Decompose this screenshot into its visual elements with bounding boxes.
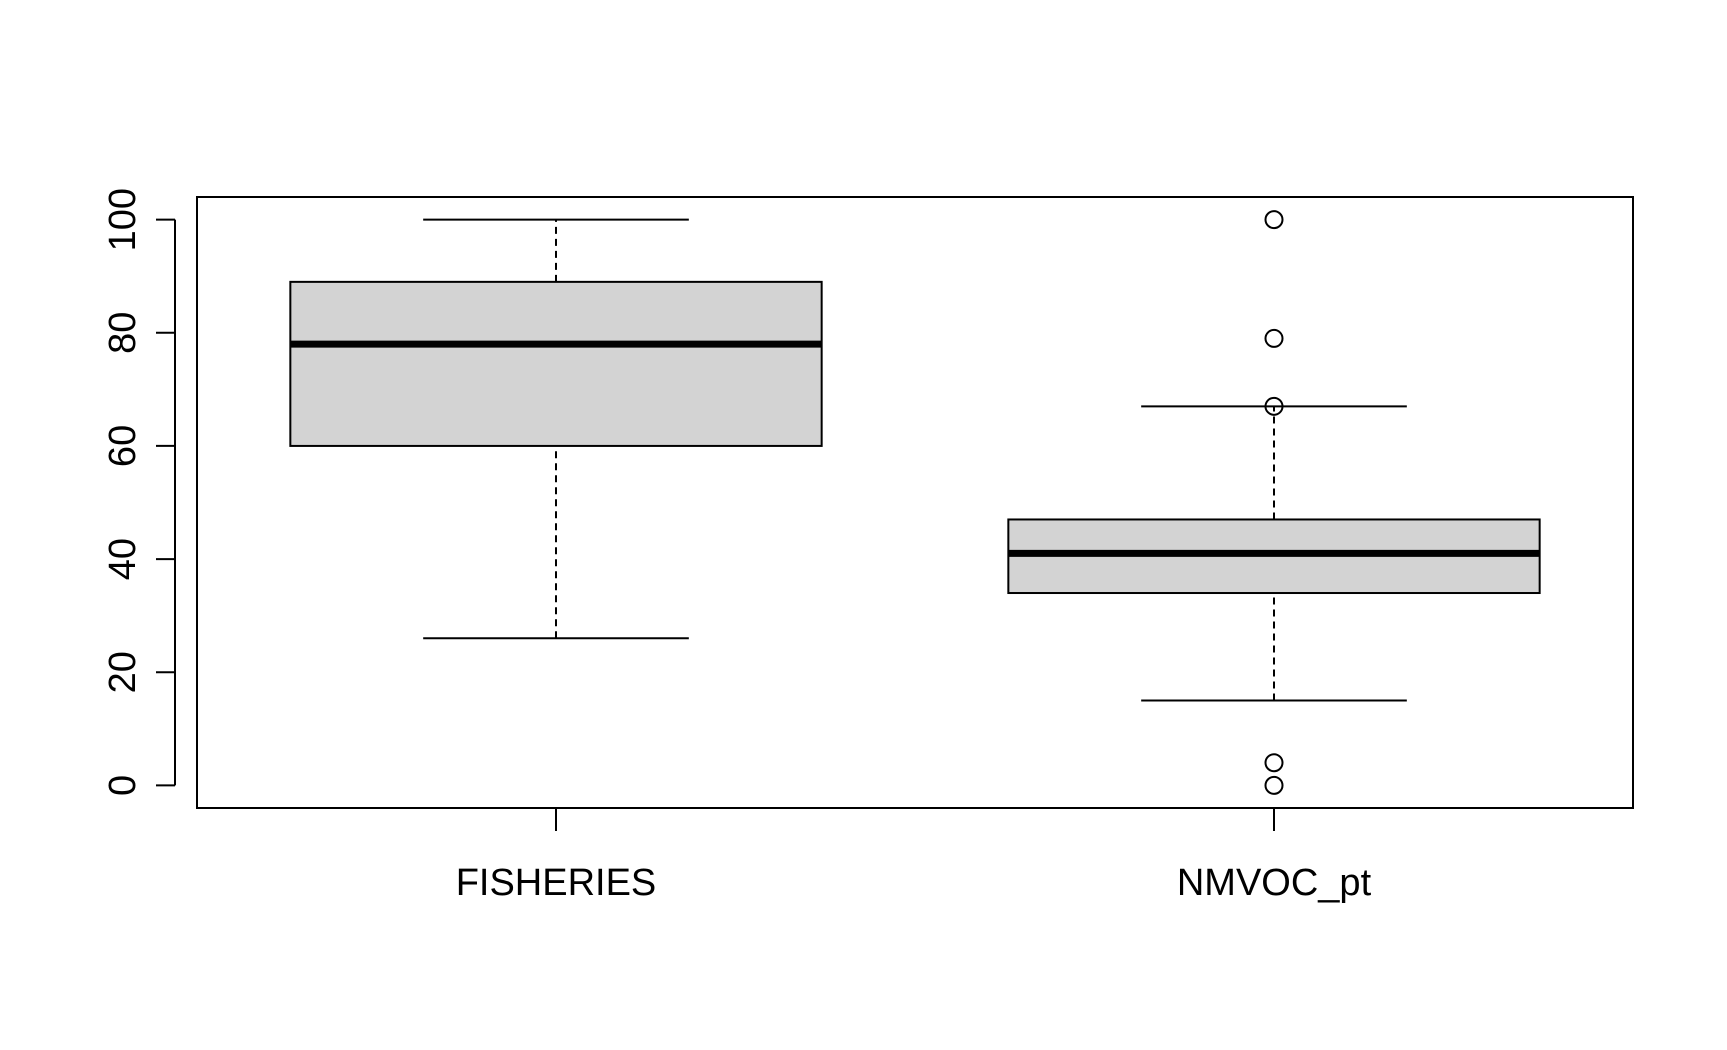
x-tick-label: NMVOC_pt: [1177, 862, 1372, 904]
x-axis: FISHERIES NMVOC_pt: [456, 808, 1372, 904]
outlier-point: [1264, 753, 1284, 773]
box-group: [289, 218, 823, 640]
outlier-point: [1264, 210, 1284, 230]
y-tick-label: 20: [102, 651, 144, 693]
y-tick-label: 60: [102, 425, 144, 467]
outlier-point: [1264, 396, 1284, 416]
y-tick-label: 100: [102, 188, 144, 251]
y-tick-label: 40: [102, 538, 144, 580]
boxes: [289, 210, 1541, 795]
box-group: [1007, 210, 1541, 795]
outlier-point: [1264, 775, 1284, 795]
y-tick-label: 80: [102, 312, 144, 354]
plot-frame: [196, 196, 1634, 809]
y-axis: 0 20 40 60 80 100: [102, 188, 176, 796]
x-tick-label: FISHERIES: [456, 862, 657, 904]
iqr-box: [289, 280, 823, 447]
outlier-point: [1264, 328, 1284, 348]
y-tick-label: 0: [102, 775, 144, 796]
